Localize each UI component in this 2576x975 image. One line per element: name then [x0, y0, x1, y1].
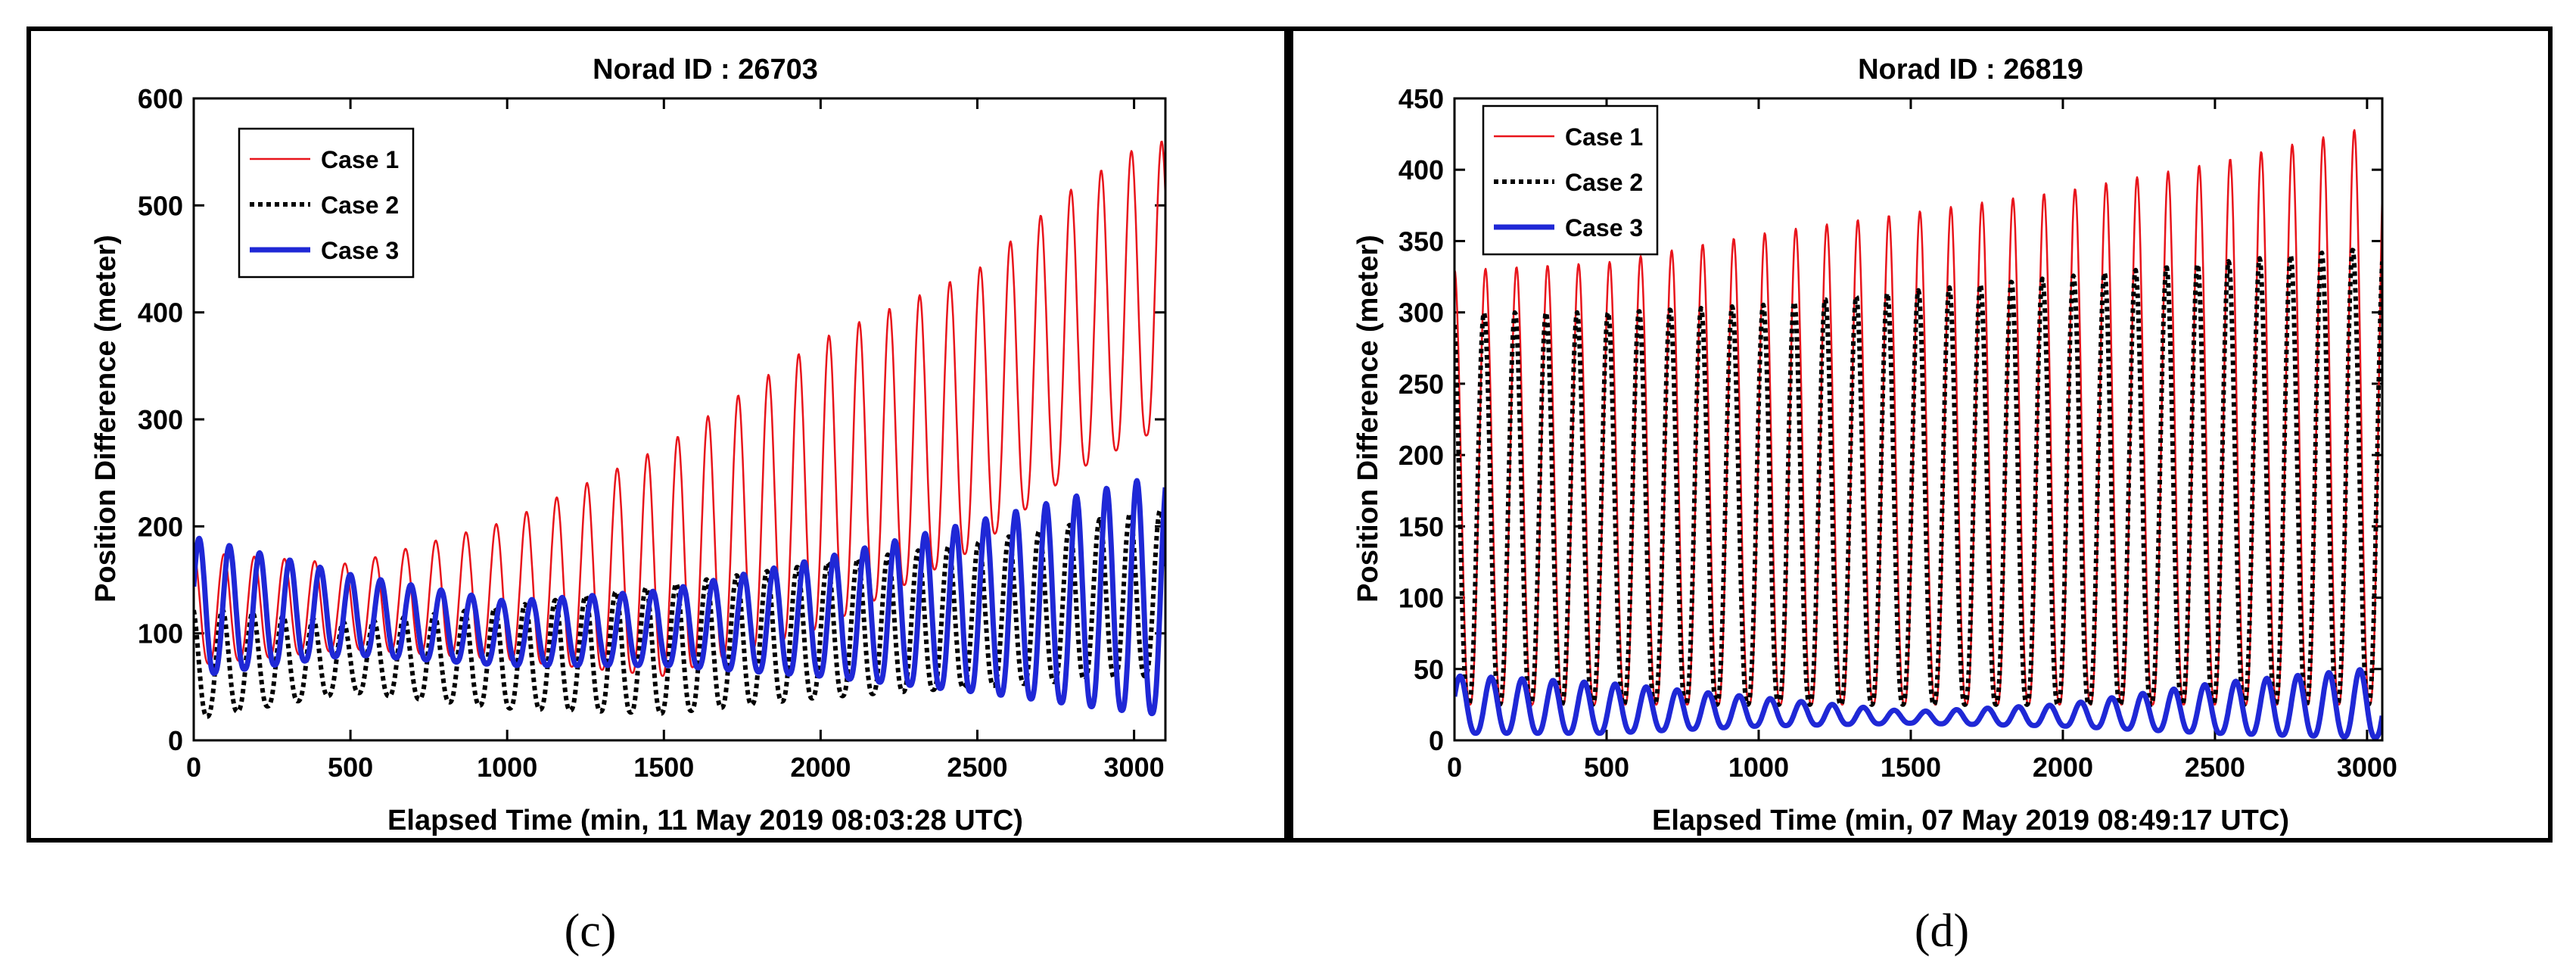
panel-d-ytick-label: 0 — [1429, 725, 1444, 756]
panel-d-xtick-label: 1000 — [1728, 752, 1789, 783]
panel-c-xtick-label: 1000 — [477, 752, 537, 783]
panel-c-chart: Norad ID : 26703 Position Difference (me… — [90, 54, 1167, 836]
panel-c-ylabel: Position Difference (meter) — [90, 235, 122, 603]
panel-c-series-case-3 — [194, 478, 1165, 717]
panel-d-title: Norad ID : 26819 — [1858, 54, 2083, 86]
panel-d-series-case-3 — [1454, 667, 2382, 740]
panel-d-ylabel: Position Difference (meter) — [1352, 235, 1384, 603]
panel-c-ytick-label: 200 — [138, 511, 183, 542]
panel-d-xtick-label: 3000 — [2337, 752, 2397, 783]
panel-c-legend-label: Case 3 — [321, 237, 399, 264]
panel-c-ytick-label: 300 — [138, 404, 183, 435]
panel-d-legend-label: Case 1 — [1565, 123, 1643, 151]
panel-c-ytick-label: 0 — [168, 725, 183, 756]
panel-d-ytick-label: 100 — [1398, 583, 1444, 614]
panel-d-ytick-label: 300 — [1398, 297, 1444, 329]
panel-c-plot-box — [192, 97, 1167, 742]
panel-c-series-case-1 — [194, 140, 1165, 678]
panel-d-series-case-2 — [1454, 248, 2382, 707]
panel-c-ytick-label: 400 — [138, 297, 183, 329]
panel-c-xlabel: Elapsed Time (min, 11 May 2019 08:03:28 … — [387, 805, 1023, 836]
panel-d-plot-box — [1453, 97, 2384, 742]
panel-d-ytick-label: 450 — [1398, 83, 1444, 114]
panel-c-xtick-label: 500 — [328, 752, 373, 783]
panel-d-chart: Norad ID : 26819 Position Difference (me… — [1352, 54, 2397, 836]
panel-d-xtick-label: 0 — [1447, 752, 1462, 783]
panel-d-xtick-label: 2500 — [2185, 752, 2245, 783]
panel-d-ytick-label: 200 — [1398, 440, 1444, 471]
panel-c-title: Norad ID : 26703 — [593, 54, 818, 86]
panel-c-xtick-label: 0 — [186, 752, 201, 783]
panel-d-letter: (d) — [1915, 905, 1969, 957]
panel-c-xtick-label: 1500 — [633, 752, 694, 783]
panel-c-ytick-label: 100 — [138, 618, 183, 649]
panel-d-legend: Case 1 Case 2 Case 3 — [1482, 104, 1659, 256]
panel-c-letter: (c) — [565, 905, 617, 957]
panel-d-ytick-label: 400 — [1398, 154, 1444, 185]
panel-c-ytick-label: 500 — [138, 190, 183, 221]
panel-c-legend-label: Case 2 — [321, 192, 399, 219]
panel-c-xtick-label: 2500 — [947, 752, 1007, 783]
panel-d-xlabel: Elapsed Time (min, 07 May 2019 08:49:17 … — [1652, 805, 2289, 836]
panel-d-xtick-label: 500 — [1584, 752, 1629, 783]
panel-d-legend-label: Case 3 — [1565, 214, 1643, 241]
panel-c-legend-label: Case 1 — [321, 146, 399, 173]
panel-c-legend: Case 1 Case 2 Case 3 — [238, 127, 415, 279]
panel-c-frame — [26, 26, 1289, 843]
panel-d-ytick-label: 150 — [1398, 511, 1444, 542]
panel-d-xtick-label: 1500 — [1881, 752, 1941, 783]
panel-d-ytick-label: 250 — [1398, 369, 1444, 400]
panel-d-ytick-label: 350 — [1398, 226, 1444, 257]
panel-c-ytick-label: 600 — [138, 83, 183, 114]
panel-d-series-case-1 — [1454, 129, 2382, 706]
panel-d-ytick-label: 50 — [1414, 654, 1444, 685]
panel-c-xtick-label: 3000 — [1104, 752, 1165, 783]
panel-d-legend-label: Case 2 — [1565, 169, 1643, 196]
panel-d-xtick-label: 2000 — [2033, 752, 2093, 783]
panel-c-xtick-label: 2000 — [790, 752, 851, 783]
